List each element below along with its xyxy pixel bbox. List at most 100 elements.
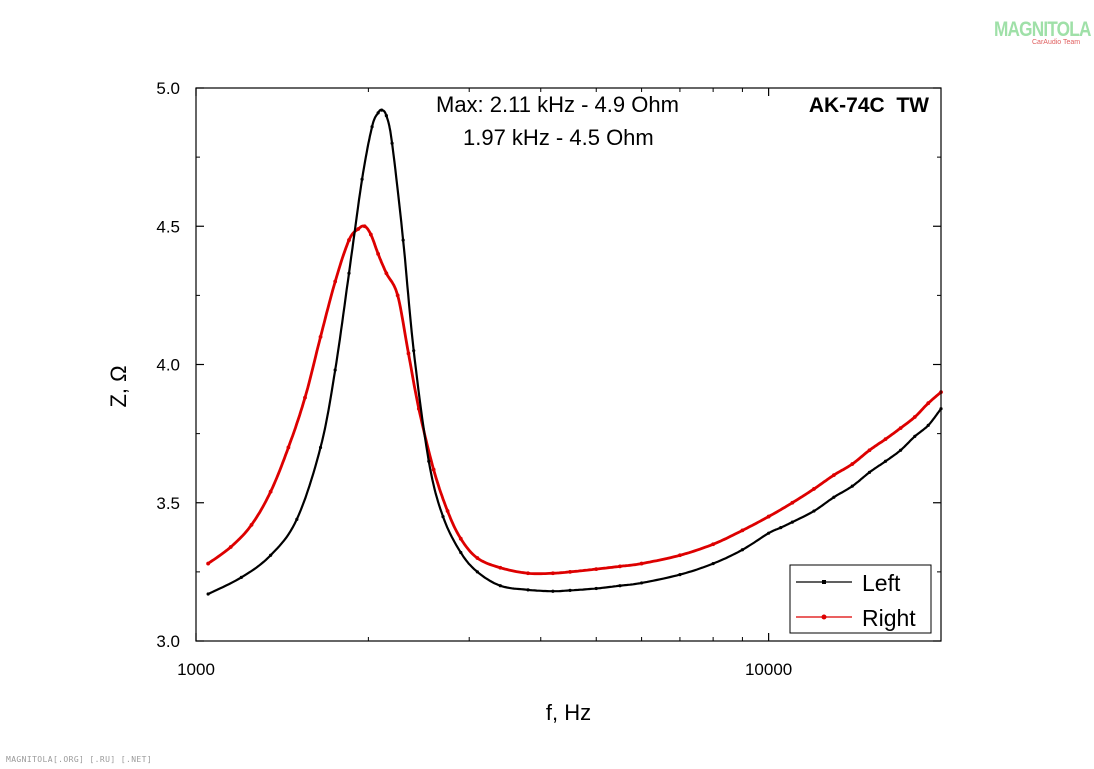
data-point-right — [766, 514, 771, 519]
data-point-left — [347, 271, 351, 275]
data-point-right — [431, 467, 436, 472]
annotation-max-left: Max: 2.11 kHz - 4.9 Ohm — [436, 92, 679, 117]
chart-title: AK-74C TW — [809, 94, 929, 117]
data-point-left — [898, 448, 903, 452]
data-point-right — [376, 252, 381, 256]
data-point-left — [618, 584, 622, 588]
data-point-right — [898, 426, 903, 430]
y-tick-label: 5.0 — [156, 79, 180, 98]
data-point-left — [295, 517, 299, 521]
data-point-right — [912, 415, 917, 419]
data-point-left — [711, 561, 715, 566]
data-point-right — [883, 437, 888, 442]
data-point-left — [459, 550, 463, 555]
data-point-left — [318, 445, 323, 450]
data-point-right — [812, 487, 816, 491]
data-point-left — [568, 588, 572, 593]
data-point-right — [850, 462, 855, 466]
data-point-right — [268, 489, 273, 494]
data-point-left — [427, 459, 431, 463]
data-point-left — [767, 531, 771, 535]
data-point-right — [831, 473, 836, 477]
data-point-left — [475, 570, 479, 574]
legend-label-right: Right — [862, 605, 916, 631]
data-point-right — [678, 553, 682, 558]
y-axis-label: Z, Ω — [106, 365, 131, 407]
y-tick-label: 3.0 — [156, 632, 180, 651]
curve-right — [207, 224, 942, 576]
data-point-left — [360, 177, 364, 181]
watermark-logo-text: MAGNITOLA — [994, 18, 1091, 41]
data-point-left — [832, 495, 836, 499]
data-point-right — [867, 448, 872, 453]
data-point-right — [384, 271, 389, 276]
data-point-right — [594, 567, 599, 572]
data-point-left — [678, 573, 682, 577]
data-point-left — [239, 575, 243, 580]
data-point-left — [913, 434, 917, 438]
plot-frame — [195, 87, 942, 642]
legend-marker-right — [821, 614, 827, 620]
legend-label-left: Left — [862, 570, 901, 596]
data-point-right — [356, 227, 361, 231]
data-point-left — [551, 589, 555, 593]
data-point-right — [445, 509, 450, 513]
data-point-left — [594, 586, 598, 591]
data-point-left — [376, 111, 380, 115]
data-point-right — [740, 528, 745, 533]
data-point-right — [568, 569, 572, 574]
legend: Left Right — [789, 564, 932, 634]
data-point-right — [639, 561, 644, 566]
data-point-left — [401, 238, 405, 242]
series-curves — [206, 108, 943, 596]
data-point-left — [206, 592, 210, 596]
watermark-logo: MAGNITOLA CarAudio Team — [994, 18, 1091, 48]
data-point-right — [406, 351, 411, 356]
data-point-left — [370, 125, 374, 129]
data-point-left — [412, 349, 416, 353]
data-point-left — [380, 108, 384, 112]
data-point-left — [498, 584, 502, 588]
x-axis-label: f, Hz — [546, 700, 591, 725]
watermark-logo-subtitle: CarAudio Team — [1032, 39, 1081, 46]
data-point-right — [618, 564, 622, 569]
data-point-left — [639, 581, 644, 585]
data-point-right — [475, 556, 480, 560]
data-point-left — [779, 526, 783, 530]
data-point-right — [498, 565, 503, 570]
data-point-left — [850, 484, 854, 488]
data-point-right — [362, 224, 367, 229]
legend-box — [789, 564, 932, 634]
data-point-left — [740, 548, 745, 552]
data-point-right — [395, 293, 400, 298]
data-point-left — [790, 520, 794, 524]
data-point-right — [228, 545, 233, 549]
annotation-max-right: 1.97 kHz - 4.5 Ohm — [463, 125, 654, 150]
data-point-right — [286, 445, 291, 450]
data-point-right — [368, 232, 373, 237]
y-tick-label: 3.5 — [156, 494, 180, 513]
data-point-left — [384, 114, 388, 118]
data-point-left — [926, 423, 930, 427]
data-point-left — [390, 141, 394, 145]
data-point-left — [867, 470, 872, 474]
watermark-footer: MAGNITOLA[.ORG] [.RU] [.NET] — [6, 755, 153, 764]
y-tick-label: 4.0 — [156, 356, 180, 375]
data-point-left — [812, 509, 816, 513]
data-point-right — [249, 522, 254, 527]
y-tick-label: 4.5 — [156, 217, 180, 236]
x-tick-label: 10000 — [745, 660, 792, 679]
data-point-right — [333, 279, 338, 284]
axis-ticks — [195, 87, 942, 642]
axis-tick-labels: 3.0 3.5 4.0 4.5 5.0 1000 10000 — [156, 79, 792, 679]
data-point-right — [790, 500, 795, 505]
data-point-right — [526, 571, 530, 576]
data-point-right — [926, 401, 931, 406]
data-point-right — [303, 395, 307, 400]
data-point-left — [269, 553, 273, 557]
data-point-right — [347, 238, 351, 242]
data-point-right — [318, 334, 323, 339]
data-point-right — [550, 571, 555, 576]
data-point-left — [441, 514, 445, 519]
